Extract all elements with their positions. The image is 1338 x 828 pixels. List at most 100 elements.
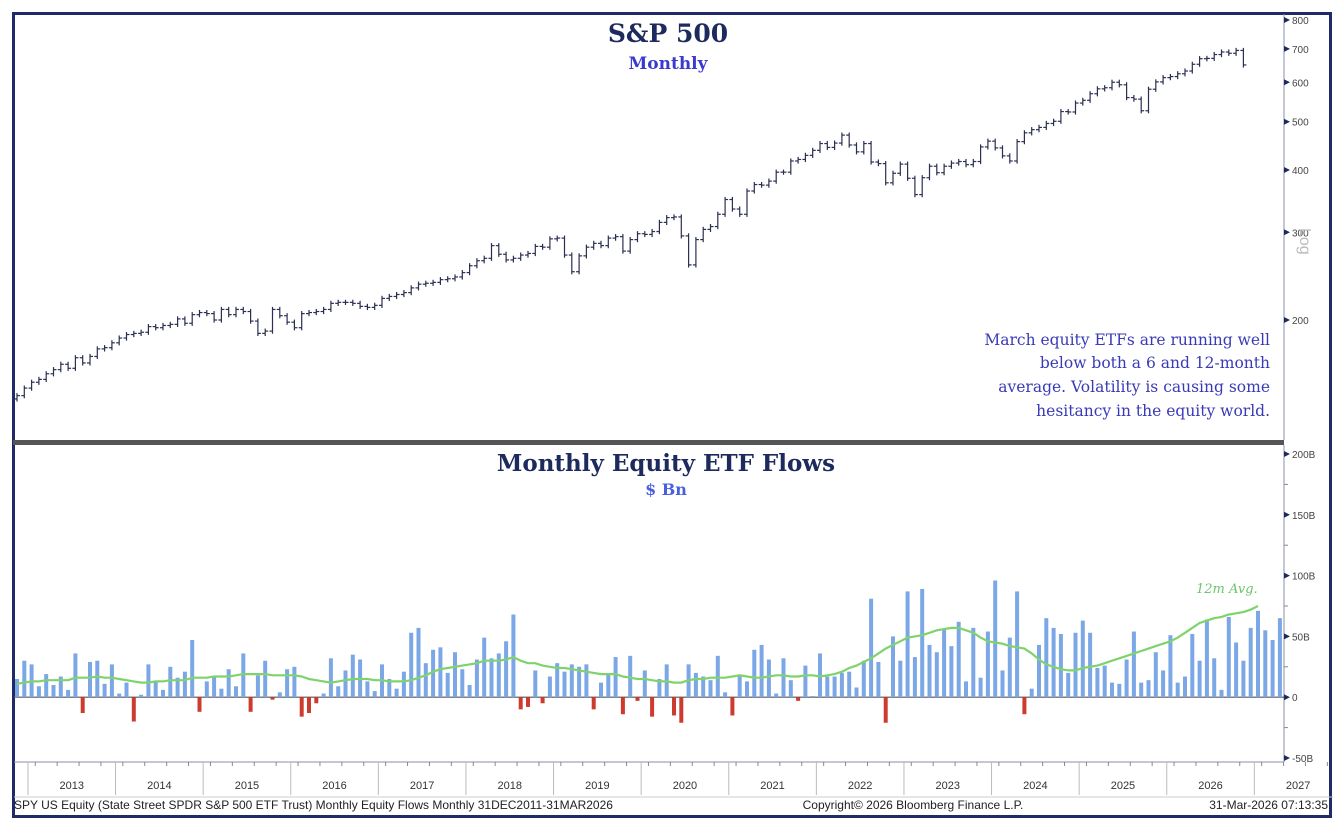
flow-bar xyxy=(394,688,399,698)
flow-bar xyxy=(912,657,917,698)
flow-bar xyxy=(15,678,19,698)
flow-bar xyxy=(620,697,625,715)
price-bar xyxy=(1160,75,1167,85)
price-chart-title: S&P 500 xyxy=(608,19,728,48)
price-tick-marker xyxy=(1284,167,1290,173)
flow-bar xyxy=(1058,633,1063,698)
price-bar xyxy=(364,303,371,311)
flow-bar xyxy=(387,678,392,698)
price-bar xyxy=(276,306,283,319)
price-bar xyxy=(379,295,385,308)
flows-chart-subtitle: $ Bn xyxy=(645,480,687,499)
x-tick-label: 2017 xyxy=(410,780,434,792)
flow-bar xyxy=(1241,660,1246,698)
flow-bar xyxy=(336,686,341,698)
flow-bar xyxy=(818,653,822,698)
price-bar xyxy=(780,169,787,175)
price-bar xyxy=(1225,49,1232,56)
price-bar xyxy=(1043,120,1050,131)
flow-bar xyxy=(161,689,165,698)
flow-tick-marker xyxy=(1284,572,1290,579)
flow-bar xyxy=(847,671,852,698)
price-bar xyxy=(233,306,239,318)
flow-bar xyxy=(1037,644,1041,698)
flow-bar xyxy=(1197,660,1202,698)
price-bar xyxy=(196,309,203,318)
price-bar xyxy=(598,240,604,249)
flow-bar xyxy=(679,697,684,723)
flow-bar xyxy=(511,614,516,698)
flow-bar xyxy=(657,678,662,698)
price-bar xyxy=(824,140,831,151)
flow-bar xyxy=(307,697,311,714)
price-bar xyxy=(525,250,531,258)
flow-bar xyxy=(628,655,633,698)
price-bar xyxy=(291,319,298,331)
flow-bar xyxy=(474,659,479,698)
price-bar xyxy=(933,163,940,176)
price-bar xyxy=(627,237,634,254)
flow-bar xyxy=(299,697,304,717)
flow-bar xyxy=(1139,682,1144,698)
price-bar xyxy=(941,163,948,176)
price-bar xyxy=(787,158,794,175)
flow-bar xyxy=(854,687,859,698)
price-bar xyxy=(576,253,583,275)
price-bar xyxy=(561,235,568,258)
price-bar xyxy=(503,251,510,263)
price-bar xyxy=(838,132,845,146)
flow-bar xyxy=(197,697,202,712)
flow-bar xyxy=(416,627,421,698)
price-tick-marker xyxy=(1284,229,1290,236)
x-tick-label: 2021 xyxy=(760,780,784,792)
flow-bar xyxy=(701,676,706,698)
flow-bar xyxy=(1080,620,1085,698)
price-bar xyxy=(87,353,93,366)
flow-bar xyxy=(460,669,465,698)
flow-bar xyxy=(861,660,866,698)
price-bar xyxy=(1101,85,1108,92)
footer-timestamp: 31-Mar-2026 07:13:35 xyxy=(1209,798,1328,812)
price-tick-label: 600 xyxy=(1292,78,1309,89)
price-bar xyxy=(481,255,488,264)
annotation-line-4: hesitancy in the equity world. xyxy=(1036,402,1270,420)
price-bar xyxy=(809,147,816,158)
price-bar xyxy=(802,152,809,163)
flow-bar xyxy=(139,694,144,698)
price-bar xyxy=(130,330,137,338)
price-tick-marker xyxy=(1284,79,1290,86)
panel-divider[interactable] xyxy=(13,440,1284,445)
price-bar xyxy=(218,306,225,323)
price-bar xyxy=(327,300,334,313)
price-bar xyxy=(145,324,152,335)
flow-tick-label: 150B xyxy=(1292,511,1316,522)
annotation: March equity ETFs are running well below… xyxy=(984,331,1270,420)
flow-bar xyxy=(1095,668,1100,698)
price-bar xyxy=(57,361,64,373)
price-bar xyxy=(605,235,612,249)
flow-bar xyxy=(1000,670,1005,698)
price-bar xyxy=(963,158,969,168)
flow-bar xyxy=(1124,659,1129,698)
flow-bar xyxy=(496,653,501,698)
price-bar xyxy=(269,306,276,334)
x-tick-label: 2020 xyxy=(673,780,697,792)
price-bar xyxy=(641,231,648,238)
price-bar xyxy=(860,140,867,155)
flow-bar xyxy=(693,672,698,698)
flow-bar xyxy=(985,631,990,698)
flow-bar xyxy=(1212,658,1217,698)
flow-bar xyxy=(482,637,487,698)
price-bar xyxy=(539,243,546,250)
flow-bar xyxy=(88,661,92,698)
price-bar xyxy=(554,235,561,242)
flow-bar xyxy=(905,591,910,698)
price-bar xyxy=(707,223,714,233)
price-bar xyxy=(473,258,480,269)
price-bar xyxy=(488,243,495,261)
price-bar xyxy=(992,138,999,151)
flow-bar xyxy=(51,685,56,698)
flow-bar xyxy=(277,692,282,698)
flow-bar xyxy=(723,692,728,698)
flow-bar xyxy=(635,697,640,701)
